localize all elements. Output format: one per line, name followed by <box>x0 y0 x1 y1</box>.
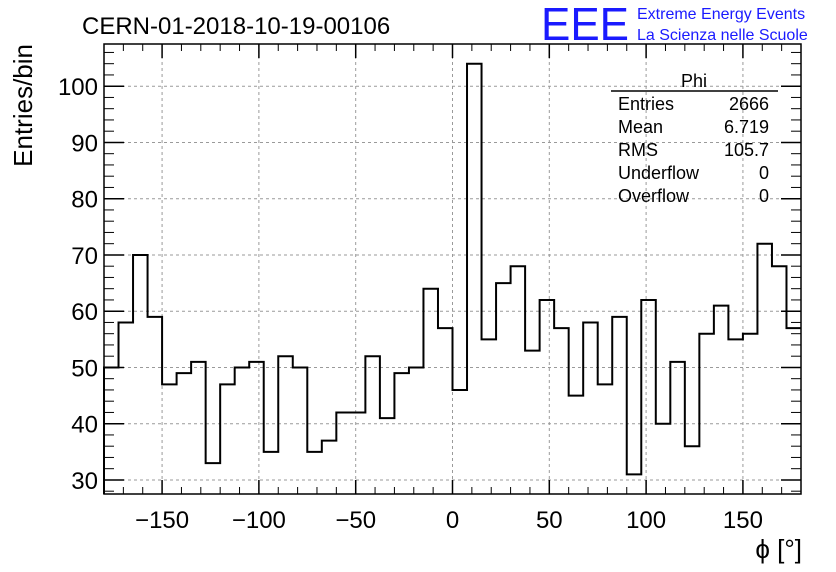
stats-box: Phi Entries 2666 Mean 6.719 RMS 105.7 Underflo… <box>611 71 778 206</box>
axis-ticks <box>104 44 801 494</box>
x-tick-label: 150 <box>723 507 763 534</box>
y-tick-label: 70 <box>71 243 98 270</box>
plot-frame <box>103 43 802 495</box>
x-tick-labels: −150 −100 −50 0 50 100 150 <box>135 507 763 534</box>
eee-logo: EEE <box>541 0 629 50</box>
y-tick-label: 40 <box>71 412 98 439</box>
x-tick-label: −100 <box>232 507 286 534</box>
x-tick-label: −50 <box>335 507 376 534</box>
y-tick-label: 90 <box>71 130 98 157</box>
stats-label: Overflow <box>618 186 690 206</box>
stats-value: 6.719 <box>724 117 769 137</box>
stats-title: Phi <box>681 71 707 91</box>
x-tick-label: 0 <box>446 507 459 534</box>
grid-lines <box>104 44 801 494</box>
y-tick-label: 50 <box>71 355 98 382</box>
x-tick-label: 50 <box>536 507 563 534</box>
stats-value: 2666 <box>729 94 769 114</box>
x-tick-label: 100 <box>626 507 666 534</box>
stats-value: 0 <box>759 186 769 206</box>
stats-value: 0 <box>759 163 769 183</box>
y-axis-label: Entries/bin <box>8 44 38 167</box>
histogram-step-line <box>103 62 801 494</box>
y-tick-label: 30 <box>71 468 98 495</box>
y-tick-label: 100 <box>58 74 98 101</box>
run-title: CERN-01-2018-10-19-00106 <box>82 13 390 40</box>
stats-label: RMS <box>618 140 658 160</box>
stats-label: Underflow <box>618 163 700 183</box>
x-axis-label: ϕ [°] <box>755 534 802 564</box>
logo-line-2: La Scienza nelle Scuole <box>637 27 808 44</box>
y-tick-label: 80 <box>71 187 98 214</box>
x-tick-label: −150 <box>135 507 189 534</box>
logo-line-1: Extreme Energy Events <box>637 6 805 23</box>
y-tick-labels: 30 40 50 60 70 80 90 100 <box>58 74 98 495</box>
stats-label: Mean <box>618 117 663 137</box>
stats-value: 105.7 <box>724 140 769 160</box>
stats-label: Entries <box>618 94 674 114</box>
y-tick-label: 60 <box>71 299 98 326</box>
